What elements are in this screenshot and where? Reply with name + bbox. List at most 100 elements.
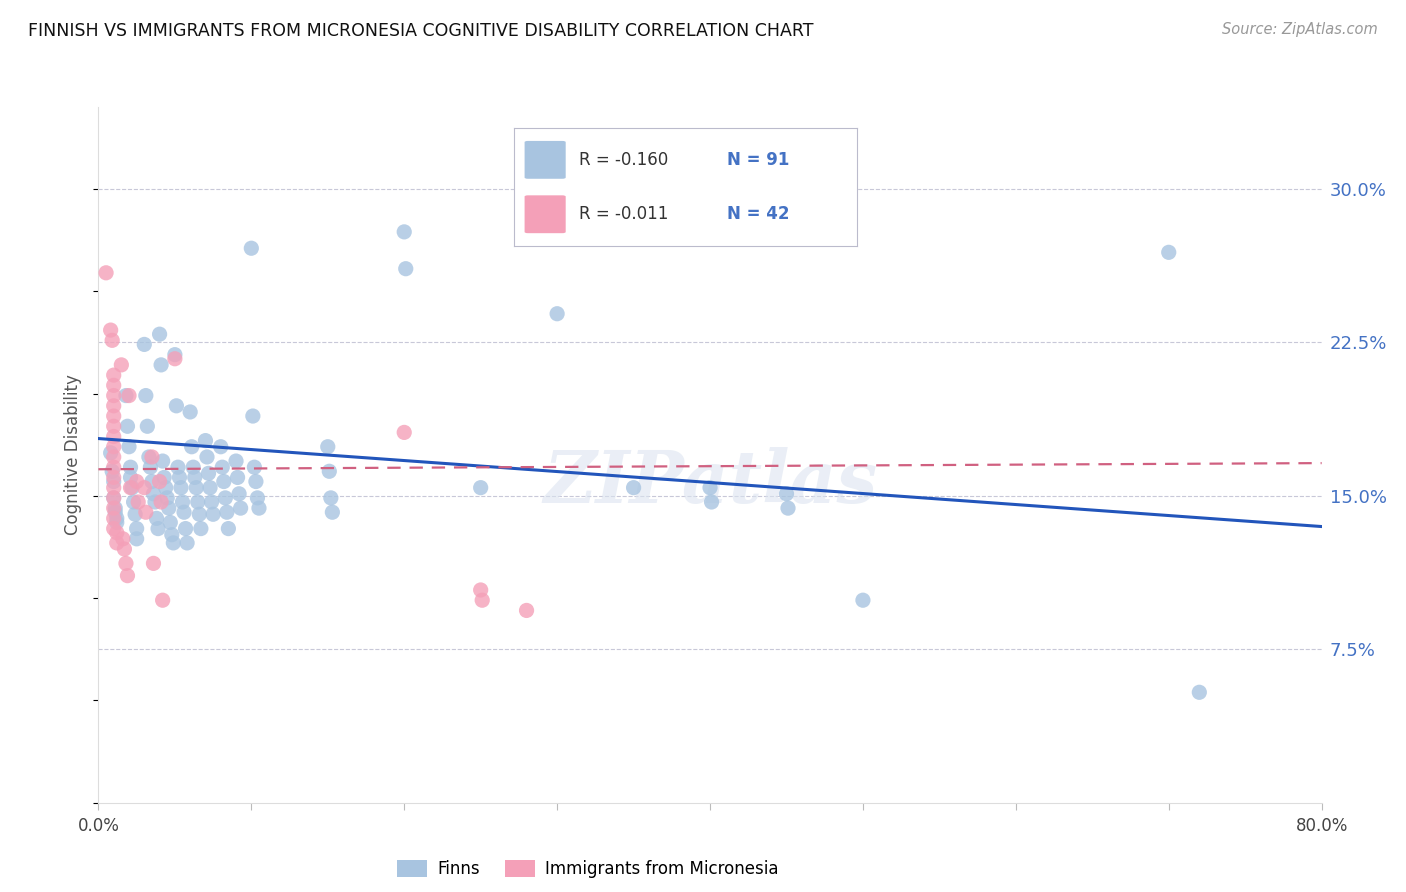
Point — [471, 593, 494, 607]
Point — [153, 470, 176, 484]
Point — [103, 522, 125, 536]
Point — [700, 495, 723, 509]
Point — [103, 491, 125, 505]
Point — [142, 557, 165, 571]
Point — [103, 470, 125, 484]
Point — [197, 467, 219, 481]
Point — [165, 399, 187, 413]
Point — [124, 508, 146, 522]
Point — [200, 495, 222, 509]
Point — [103, 440, 125, 454]
Point — [174, 522, 197, 536]
Point — [240, 241, 263, 255]
Point — [162, 536, 184, 550]
Point — [623, 481, 645, 495]
Point — [120, 481, 142, 495]
Point — [699, 481, 721, 495]
Point — [209, 440, 232, 454]
Point — [225, 454, 247, 468]
Point — [103, 460, 125, 475]
Point — [852, 593, 875, 607]
Point — [104, 501, 127, 516]
Point — [159, 516, 181, 530]
Point — [141, 450, 163, 464]
Point — [139, 460, 162, 475]
Point — [125, 475, 148, 489]
Point — [103, 450, 125, 464]
Point — [211, 460, 233, 475]
Point — [134, 481, 156, 495]
Point — [188, 508, 211, 522]
Point — [186, 481, 208, 495]
Point — [395, 261, 418, 276]
Point — [167, 460, 190, 475]
Point — [176, 536, 198, 550]
Point — [125, 522, 148, 536]
Point — [246, 491, 269, 505]
Text: Source: ZipAtlas.com: Source: ZipAtlas.com — [1222, 22, 1378, 37]
Point — [214, 491, 236, 505]
Point — [127, 495, 149, 509]
Point — [103, 429, 125, 443]
Point — [163, 348, 186, 362]
Point — [125, 532, 148, 546]
Point — [184, 470, 207, 484]
Point — [94, 266, 117, 280]
Point — [110, 358, 132, 372]
Point — [103, 511, 125, 525]
Point — [247, 501, 270, 516]
Point — [103, 491, 125, 505]
Point — [103, 388, 125, 402]
Point — [245, 475, 267, 489]
Point — [149, 475, 172, 489]
Point — [202, 508, 225, 522]
Point — [187, 495, 209, 509]
Point — [105, 516, 128, 530]
Point — [190, 522, 212, 536]
Point — [117, 419, 139, 434]
Point — [198, 481, 221, 495]
Point — [135, 505, 157, 519]
Point — [316, 440, 339, 454]
Point — [115, 557, 138, 571]
Point — [111, 532, 134, 546]
Text: FINNISH VS IMMIGRANTS FROM MICRONESIA COGNITIVE DISABILITY CORRELATION CHART: FINNISH VS IMMIGRANTS FROM MICRONESIA CO… — [28, 22, 814, 40]
Point — [156, 491, 179, 505]
Point — [775, 487, 797, 501]
Point — [105, 536, 128, 550]
Point — [1157, 245, 1180, 260]
Point — [163, 351, 186, 366]
Point — [103, 409, 125, 423]
Point — [226, 470, 249, 484]
Point — [143, 495, 166, 509]
Point — [173, 505, 195, 519]
Point — [104, 505, 127, 519]
Point — [103, 378, 125, 392]
Point — [100, 446, 122, 460]
Point — [138, 450, 160, 464]
Point — [120, 460, 142, 475]
Point — [243, 460, 266, 475]
Point — [776, 501, 799, 516]
Point — [160, 527, 183, 541]
Point — [318, 464, 340, 478]
Point — [103, 368, 125, 383]
Point — [145, 511, 167, 525]
Point — [103, 399, 125, 413]
Point — [103, 475, 125, 489]
Point — [149, 327, 172, 342]
Point — [392, 225, 416, 239]
Point — [195, 450, 218, 464]
Point — [242, 409, 264, 423]
Point — [146, 522, 169, 536]
Point — [157, 501, 180, 516]
Point — [546, 307, 568, 321]
Point — [135, 388, 157, 402]
Point — [103, 419, 125, 434]
Point — [118, 440, 141, 454]
Point — [212, 475, 235, 489]
Point — [101, 464, 124, 478]
Point — [141, 475, 163, 489]
Point — [392, 425, 416, 440]
Point — [321, 505, 343, 519]
